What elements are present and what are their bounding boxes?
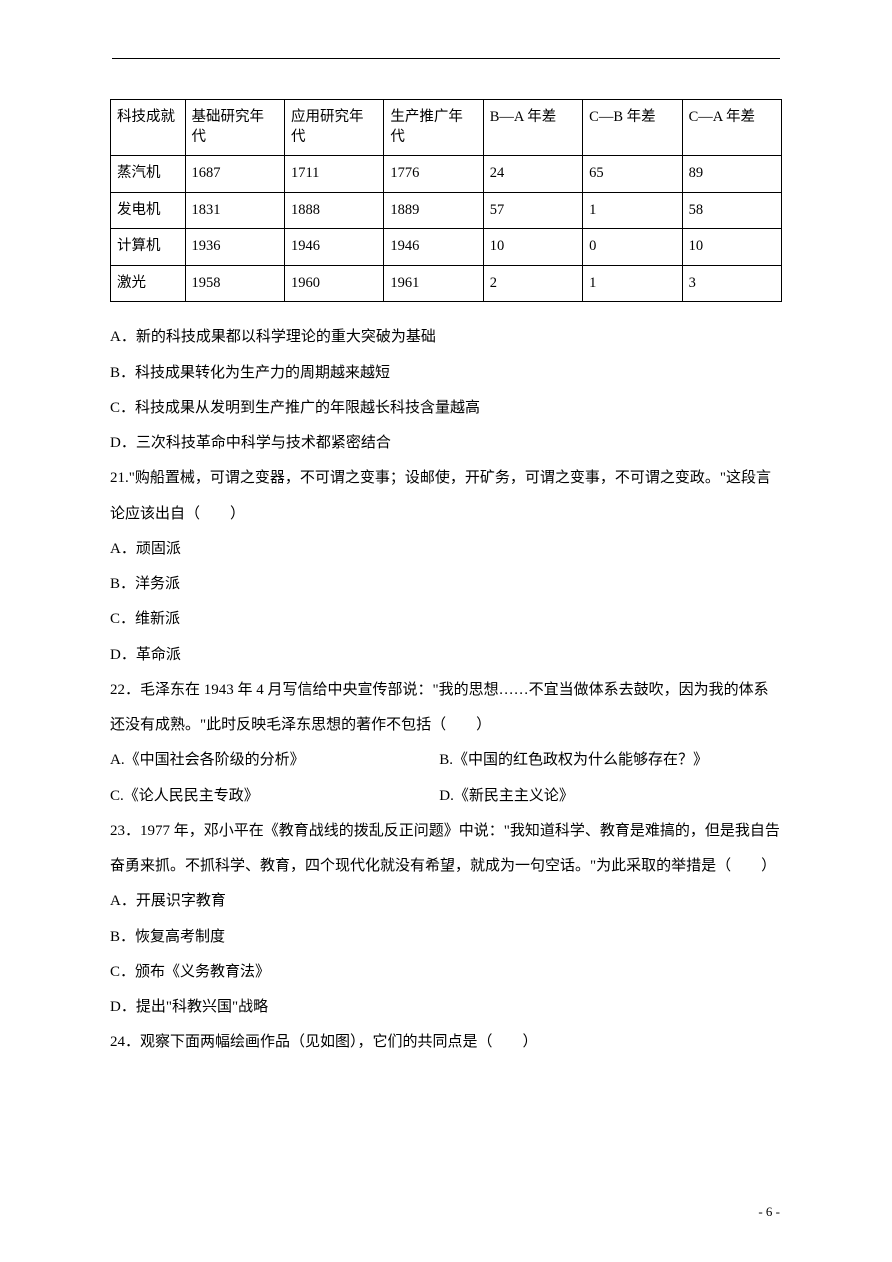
q22-stem: 22．毛泽东在 1943 年 4 月写信给中央宣传部说："我的思想……不宜当做体… (110, 673, 782, 744)
q20-option-c: C．科技成果从发明到生产推广的年限越长科技含量越高 (110, 391, 782, 426)
cell: 10 (682, 229, 781, 266)
cell: 1687 (185, 156, 284, 193)
q20-option-b: B．科技成果转化为生产力的周期越来越短 (110, 356, 782, 391)
q21-option-b: B．洋务派 (110, 567, 782, 602)
cell: 0 (583, 229, 682, 266)
q23-option-c: C．颁布《义务教育法》 (110, 955, 782, 990)
cell: 10 (483, 229, 582, 266)
q22-option-a: A.《中国社会各阶级的分析》 (110, 743, 439, 778)
tech-achievements-table: 科技成就 基础研究年代 应用研究年代 生产推广年代 B—A 年差 C—B 年差 … (110, 99, 782, 302)
col-header: C—A 年差 (682, 100, 781, 156)
cell: 1776 (384, 156, 483, 193)
cell: 1888 (284, 192, 383, 229)
q20-option-a: A．新的科技成果都以科学理论的重大突破为基础 (110, 320, 782, 355)
cell: 24 (483, 156, 582, 193)
cell: 1889 (384, 192, 483, 229)
table-header-row: 科技成就 基础研究年代 应用研究年代 生产推广年代 B—A 年差 C—B 年差 … (111, 100, 782, 156)
q20-option-d: D．三次科技革命中科学与技术都紧密结合 (110, 426, 782, 461)
cell: 1946 (384, 229, 483, 266)
q22-option-c: C.《论人民民主专政》 (110, 779, 439, 814)
q23-option-b: B．恢复高考制度 (110, 920, 782, 955)
cell: 1946 (284, 229, 383, 266)
cell: 1831 (185, 192, 284, 229)
cell: 1 (583, 192, 682, 229)
top-horizontal-rule (112, 58, 780, 59)
cell: 1960 (284, 265, 383, 302)
col-header: 应用研究年代 (284, 100, 383, 156)
cell: 蒸汽机 (111, 156, 186, 193)
q24-stem: 24．观察下面两幅绘画作品（见如图），它们的共同点是（ ） (110, 1025, 782, 1060)
col-header: B—A 年差 (483, 100, 582, 156)
table-row: 激光 1958 1960 1961 2 1 3 (111, 265, 782, 302)
page-number: - 6 - (758, 1204, 780, 1220)
cell: 1936 (185, 229, 284, 266)
cell: 89 (682, 156, 781, 193)
q22-options-row2: C.《论人民民主专政》 D.《新民主主义论》 (110, 779, 782, 814)
cell: 3 (682, 265, 781, 302)
cell: 58 (682, 192, 781, 229)
q23-stem: 23．1977 年，邓小平在《教育战线的拨乱反正问题》中说："我知道科学、教育是… (110, 814, 782, 885)
cell: 65 (583, 156, 682, 193)
cell: 57 (483, 192, 582, 229)
col-header: C—B 年差 (583, 100, 682, 156)
q22-option-b: B.《中国的红色政权为什么能够存在？》 (439, 743, 782, 778)
cell: 激光 (111, 265, 186, 302)
cell: 1958 (185, 265, 284, 302)
cell: 1961 (384, 265, 483, 302)
q23-option-a: A．开展识字教育 (110, 884, 782, 919)
q22-options-row1: A.《中国社会各阶级的分析》 B.《中国的红色政权为什么能够存在？》 (110, 743, 782, 778)
cell: 1711 (284, 156, 383, 193)
q21-option-a: A．顽固派 (110, 532, 782, 567)
q21-option-c: C．维新派 (110, 602, 782, 637)
cell: 计算机 (111, 229, 186, 266)
table-row: 发电机 1831 1888 1889 57 1 58 (111, 192, 782, 229)
q21-option-d: D．革命派 (110, 638, 782, 673)
table-row: 蒸汽机 1687 1711 1776 24 65 89 (111, 156, 782, 193)
cell: 1 (583, 265, 682, 302)
cell: 2 (483, 265, 582, 302)
col-header: 基础研究年代 (185, 100, 284, 156)
q21-stem: 21."购船置械，可谓之变器，不可谓之变事；设邮使，开矿务，可谓之变事，不可谓之… (110, 461, 782, 532)
table-row: 计算机 1936 1946 1946 10 0 10 (111, 229, 782, 266)
q23-option-d: D．提出"科教兴国"战略 (110, 990, 782, 1025)
col-header: 生产推广年代 (384, 100, 483, 156)
body-text-block: A．新的科技成果都以科学理论的重大突破为基础 B．科技成果转化为生产力的周期越来… (110, 320, 782, 1060)
cell: 发电机 (111, 192, 186, 229)
col-header: 科技成就 (111, 100, 186, 156)
q22-option-d: D.《新民主主义论》 (439, 779, 782, 814)
